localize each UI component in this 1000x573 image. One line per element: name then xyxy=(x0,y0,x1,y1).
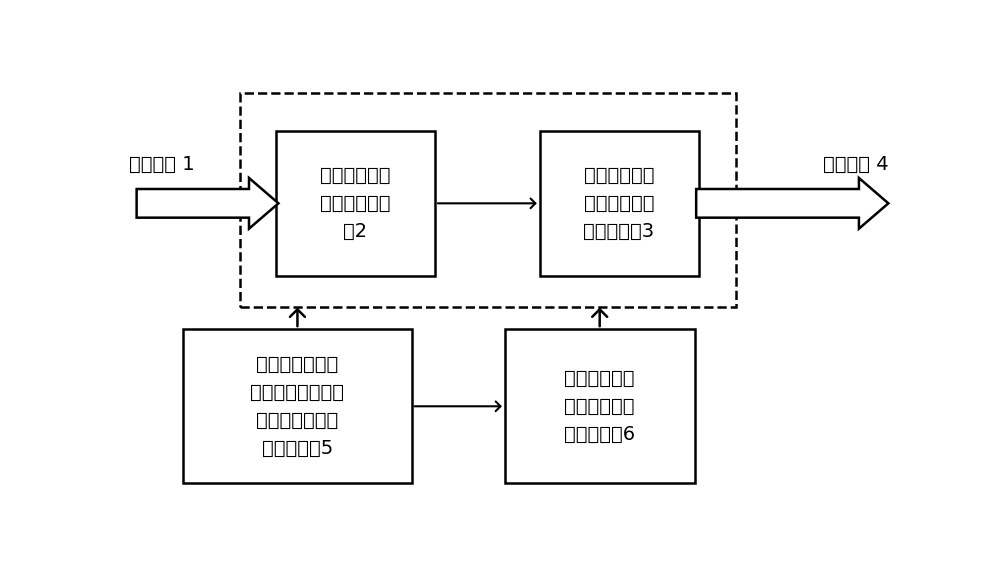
Text: 数据输出 4: 数据输出 4 xyxy=(823,155,888,174)
Text: 数据位低电平
最小占空比协
定采样速率6: 数据位低电平 最小占空比协 定采样速率6 xyxy=(564,369,635,444)
Text: 数据大小来调
整数据位低电
平脉宽编码3: 数据大小来调 整数据位低电 平脉宽编码3 xyxy=(584,166,655,241)
Bar xyxy=(240,93,736,307)
Polygon shape xyxy=(137,178,278,229)
Text: 采集到数据位
低电平脉宽解
码2: 采集到数据位 低电平脉宽解 码2 xyxy=(320,166,391,241)
Text: 数据输入 1: 数据输入 1 xyxy=(129,155,194,174)
Bar xyxy=(276,131,435,276)
Text: 通信协议协定起
始位，数据位低电
平占空比表示方
法，停止位5: 通信协议协定起 始位，数据位低电 平占空比表示方 法，停止位5 xyxy=(250,355,344,458)
Polygon shape xyxy=(696,178,888,229)
Bar xyxy=(540,131,698,276)
Bar xyxy=(505,329,695,484)
Bar xyxy=(183,329,412,484)
